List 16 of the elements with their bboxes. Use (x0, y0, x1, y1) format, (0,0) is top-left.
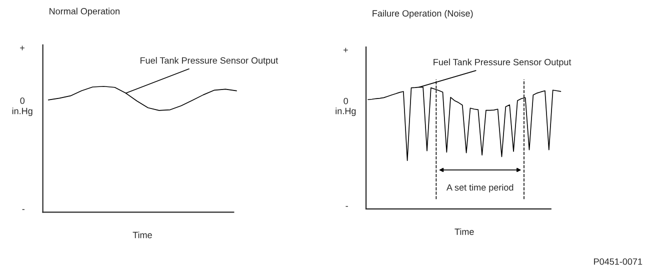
chart-title: Normal Operation (50, 8, 120, 16)
text: 0 (20, 98, 25, 104)
x-axis-title: Time (132, 232, 152, 238)
y-axis-title: in.Hg (12, 108, 32, 116)
text: + (344, 48, 348, 52)
text: - (346, 206, 348, 207)
text: 0 (344, 98, 348, 104)
text: + (20, 46, 24, 50)
text: - (22, 209, 24, 210)
y-axis-title: in.Hg (336, 108, 356, 116)
chart-title: Failure Operation (Noise) (372, 10, 473, 18)
text: Fuel Tank Pressure Sensor Output (434, 58, 572, 68)
text: P0451-0071 (594, 258, 642, 265)
annotation: A set time period (446, 184, 514, 192)
x-axis-title: Time (454, 228, 474, 235)
text: Fuel Tank Pressure Sensor Output (140, 57, 278, 66)
